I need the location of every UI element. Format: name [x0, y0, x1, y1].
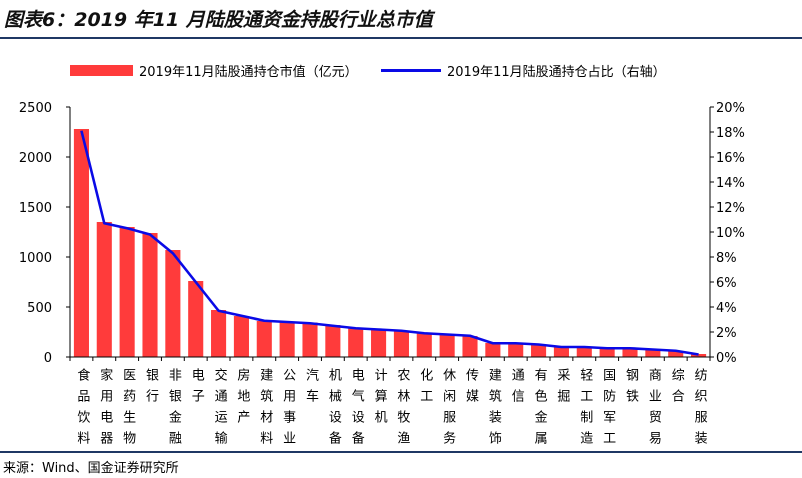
holding-value-bar: [279, 322, 295, 357]
y-right-tick-label: 14%: [716, 176, 745, 191]
source-note: 来源：Wind、国金证券研究所: [3, 461, 179, 476]
x-tick-label: 化工: [417, 368, 433, 410]
legend-item-bar: 2019年11月陆股通持仓市值（亿元）: [70, 61, 358, 80]
chart-title: 图表6：2019 年11 月陆股通资金持股行业总市值: [4, 9, 433, 31]
y-left-tick-label: 0: [44, 351, 52, 366]
holding-value-bar: [691, 354, 707, 357]
legend-label-line: 2019年11月陆股通持仓占比（右轴）: [447, 64, 666, 80]
y-right-tick-label: 12%: [716, 201, 745, 216]
holding-value-bar: [393, 331, 409, 357]
x-tick-label: 机械设备: [325, 368, 341, 452]
x-tick-label: 纺织服装: [691, 368, 707, 452]
holding-value-bar: [622, 348, 638, 357]
x-tick-label: 电子: [188, 368, 204, 410]
holding-value-bar: [325, 325, 341, 357]
x-tick-label: 汽车: [303, 368, 318, 410]
holding-value-bar: [462, 336, 478, 357]
holding-value-bar: [553, 347, 569, 357]
holding-value-bar: [119, 227, 135, 357]
holding-value-bar: [142, 233, 158, 357]
holding-value-bar: [508, 343, 524, 357]
x-tick-label: 医药生物: [120, 368, 136, 452]
holding-value-bar: [416, 333, 432, 357]
x-tick-label: 有色金属: [531, 368, 547, 452]
legend-label-bar: 2019年11月陆股通持仓市值（亿元）: [139, 64, 358, 80]
x-tick-label: 家用电器: [97, 368, 113, 452]
x-tick-label: 商业贸易: [645, 368, 661, 452]
x-tick-label: 电气设备: [348, 368, 364, 452]
x-tick-label: 公用事业: [280, 368, 296, 452]
title-divider: [0, 37, 802, 39]
x-tick-label: 采掘: [554, 368, 570, 410]
holding-value-bar: [165, 250, 181, 357]
legend-item-line: 2019年11月陆股通持仓占比（右轴）: [381, 61, 666, 80]
holding-value-bar: [645, 350, 661, 357]
holding-value-bar: [439, 334, 455, 357]
y-right-tick-label: 16%: [716, 151, 745, 166]
x-tick-label: 建筑材料: [257, 368, 273, 452]
x-tick-label: 传媒: [463, 368, 478, 410]
y-right-tick-label: 8%: [716, 251, 737, 266]
legend-swatch-line: [381, 68, 441, 72]
x-tick-label: 通信: [508, 368, 524, 410]
x-tick-label: 计算机: [371, 368, 387, 431]
legend-swatch-bar: [70, 64, 133, 76]
x-tick-label: 食品饮料: [74, 368, 90, 452]
x-tick-label: 农林牧渔: [394, 368, 410, 452]
y-right-tick-label: 4%: [716, 301, 737, 316]
y-right-tick-label: 18%: [716, 126, 745, 141]
holding-value-bar: [485, 343, 501, 357]
x-tick-label: 国防军工: [600, 368, 616, 452]
holding-value-bar: [256, 321, 272, 357]
footer-divider: [0, 451, 802, 453]
x-tick-label: 非银金融: [165, 368, 181, 452]
x-tick-label: 房地产: [234, 368, 250, 431]
x-tick-label: 综合: [668, 368, 684, 410]
y-left-tick-label: 1500: [19, 201, 52, 216]
y-right-tick-label: 10%: [716, 226, 745, 241]
holding-value-bar: [211, 310, 227, 357]
holding-value-bar: [599, 348, 615, 357]
y-left-tick-label: 2000: [19, 151, 52, 166]
holding-value-bar: [371, 329, 387, 357]
y-right-tick-label: 2%: [716, 326, 737, 341]
holding-value-bar: [576, 347, 592, 357]
y-right-tick-label: 20%: [716, 101, 745, 116]
y-left-tick-label: 1000: [19, 251, 52, 266]
y-left-tick-label: 2500: [19, 101, 52, 116]
y-right-tick-label: 6%: [716, 276, 737, 291]
holding-value-bar: [348, 328, 364, 357]
x-tick-label: 银行: [143, 368, 158, 410]
holding-value-bar: [233, 316, 249, 357]
x-tick-label: 交通运输: [211, 368, 227, 452]
x-tick-label: 休闲服务: [440, 368, 456, 452]
holding-value-bar: [96, 222, 112, 357]
holding-value-bar: [73, 129, 89, 357]
x-tick-label: 轻工制造: [577, 368, 593, 452]
holding-value-bar: [188, 281, 204, 357]
holding-share-line: [80, 130, 699, 356]
holding-value-bar: [531, 345, 547, 357]
y-left-tick-label: 500: [27, 301, 52, 316]
holding-value-bar: [302, 322, 318, 357]
x-tick-label: 建筑装饰: [485, 368, 501, 452]
y-right-tick-label: 0%: [716, 351, 737, 366]
x-tick-label: 钢铁: [623, 368, 638, 410]
holding-value-bar: [668, 351, 684, 357]
